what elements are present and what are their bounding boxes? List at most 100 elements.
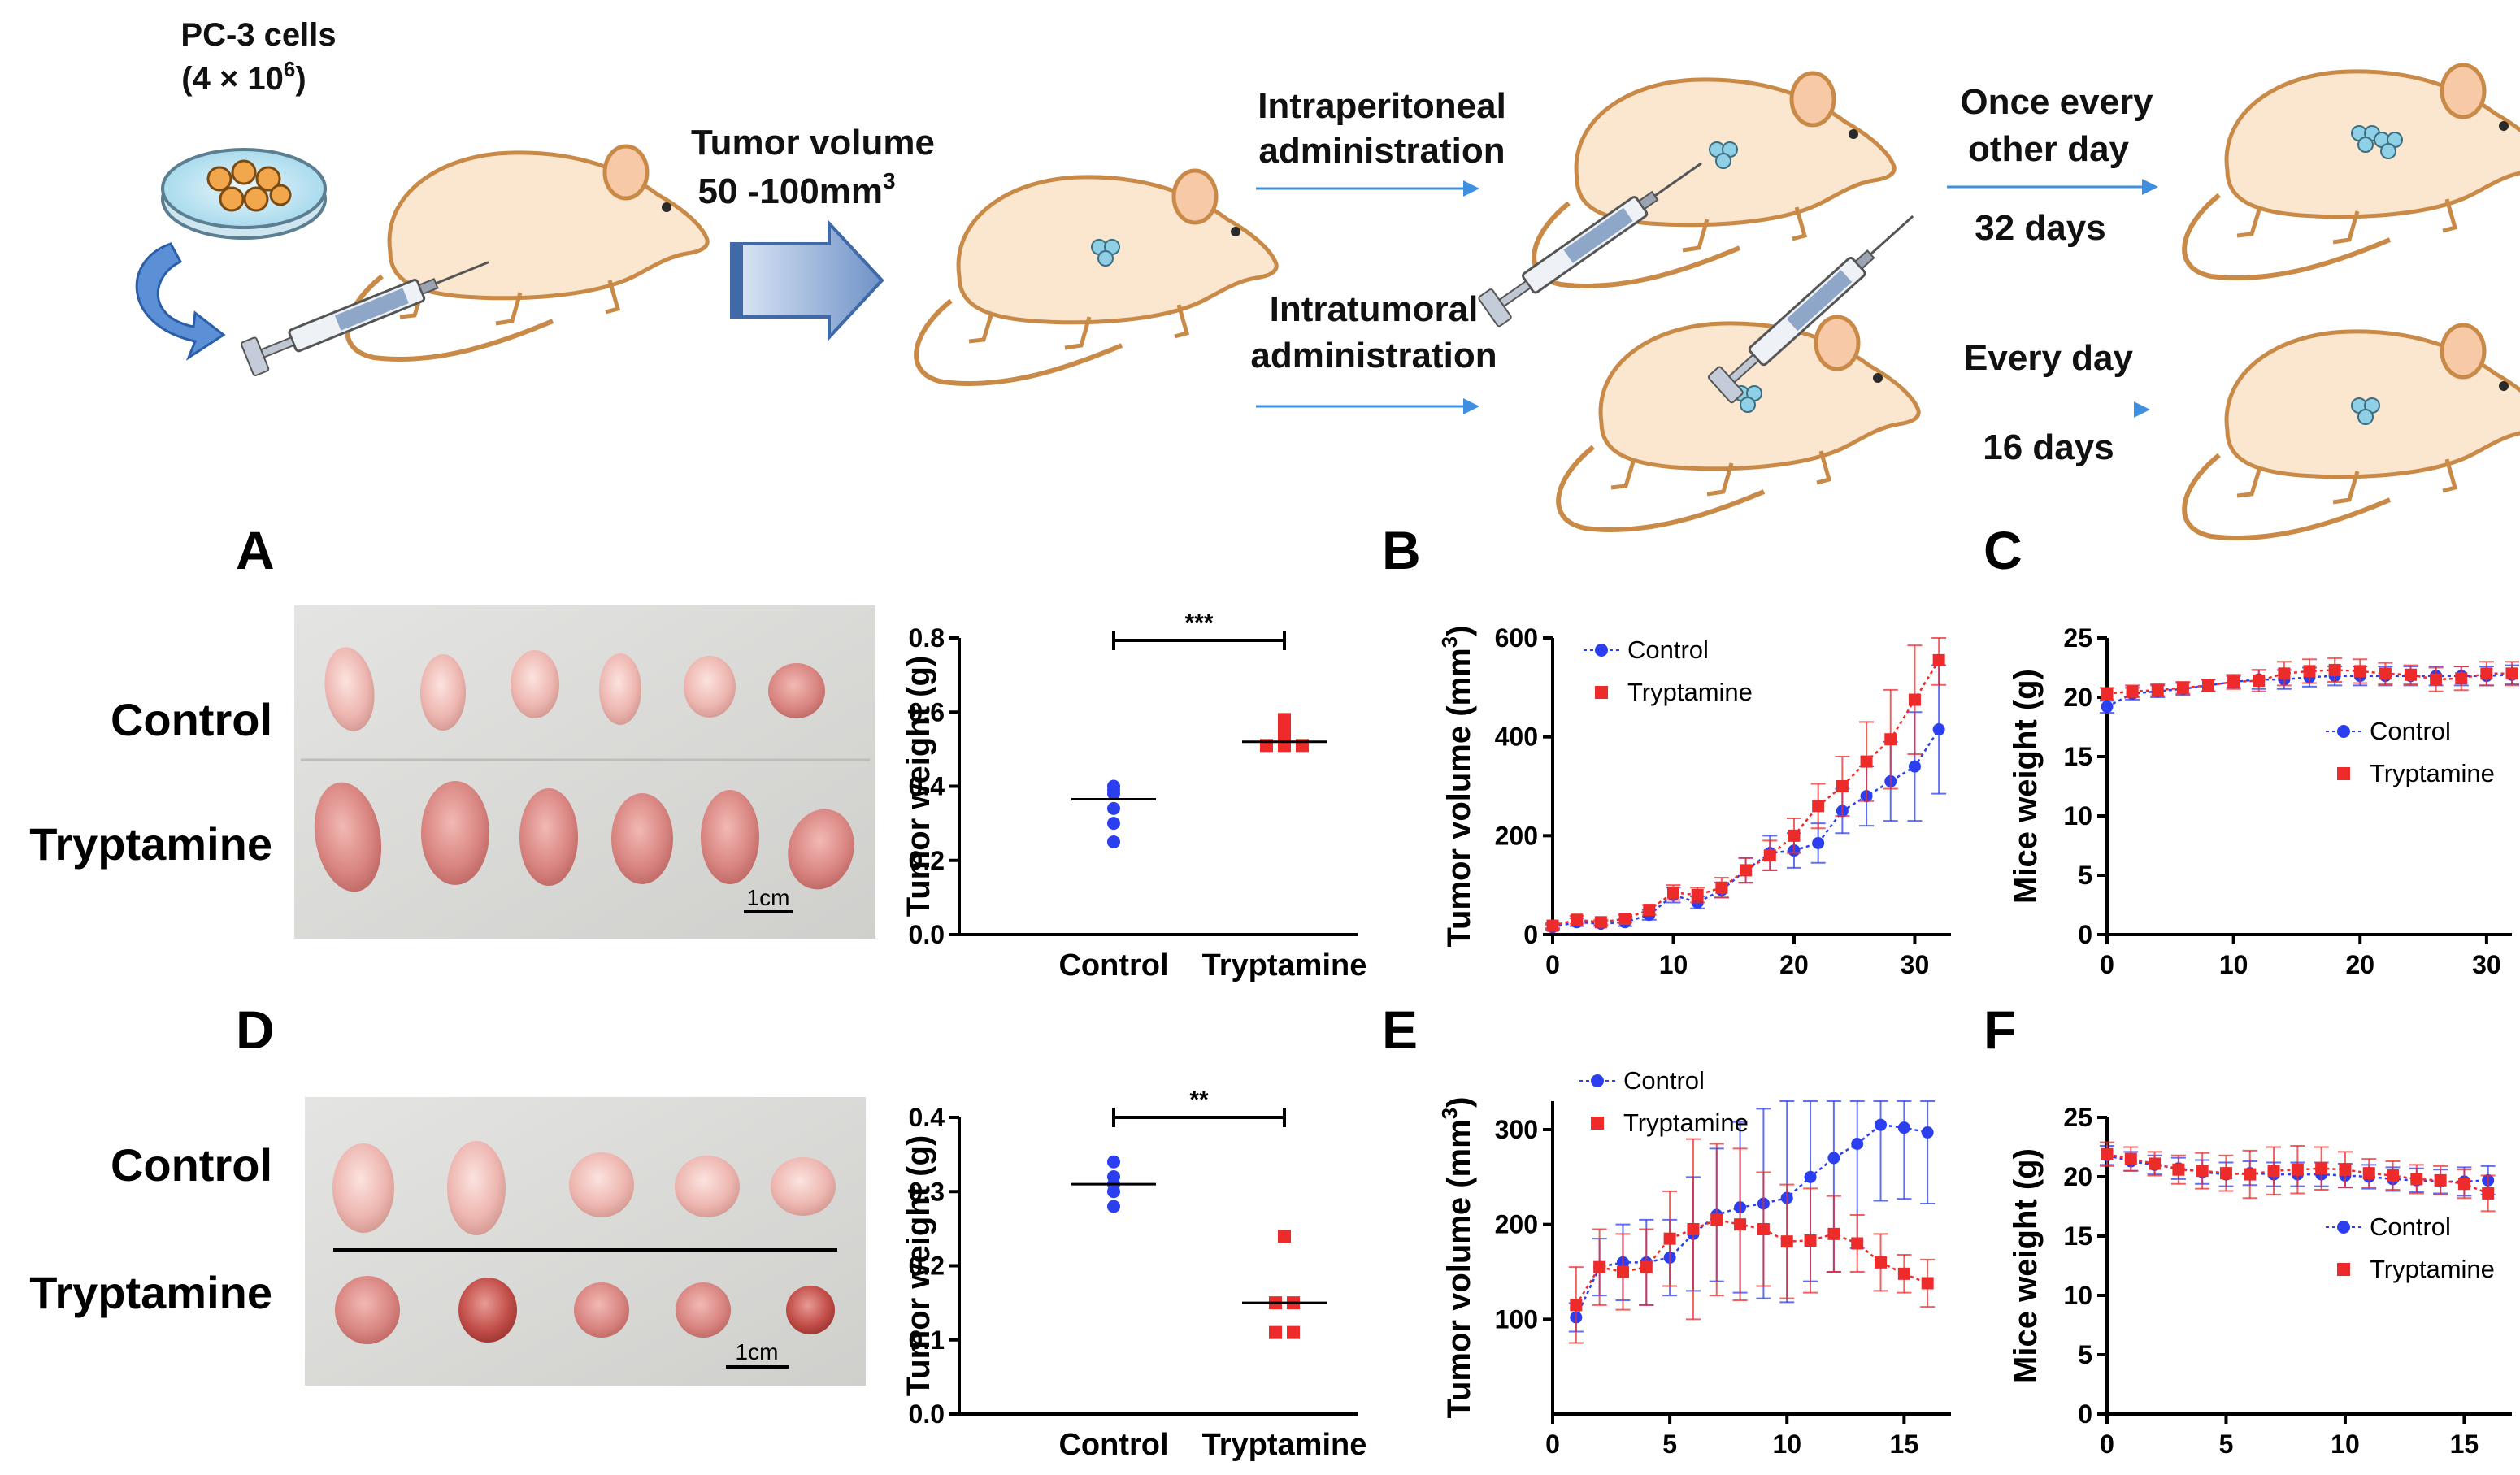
data-point <box>1570 1299 1583 1312</box>
data-point <box>2328 663 2341 676</box>
data-point <box>2101 1147 2114 1160</box>
schedule2-label: Every day <box>1964 338 2133 378</box>
significance-label: ** <box>1189 1087 1209 1113</box>
y-tick-label: 0.8 <box>909 623 945 653</box>
legend-marker <box>2337 1263 2350 1276</box>
legend-label: Control <box>1627 636 1709 664</box>
x-category-label: Control <box>1058 1428 1168 1462</box>
data-point <box>1278 720 1291 734</box>
y-axis-title-sup: 3 <box>1437 636 1462 648</box>
data-point <box>1908 760 1921 773</box>
x-tick-label: 15 <box>1890 1429 1919 1459</box>
data-point <box>1897 1121 1910 1134</box>
data-point <box>1278 1230 1291 1243</box>
x-tick-label: 10 <box>1772 1429 1801 1459</box>
mouse-end1-icon <box>2184 65 2520 278</box>
data-point <box>2278 667 2291 680</box>
series-line-0 <box>2106 1154 2488 1183</box>
y-tick-label: 20 <box>2063 1162 2092 1191</box>
series-line-1 <box>2106 1153 2489 1195</box>
chart-f-mice-weight: 0 5 10 15 0 5 10 15 20 25 Control Tryptamine Mice we… <box>2008 1103 2512 1459</box>
petri-dish-icon <box>161 148 327 240</box>
data-point <box>2455 672 2468 685</box>
legend-label: Tryptamine <box>1627 678 1753 706</box>
y-tick-label: 5 <box>2078 1340 2092 1369</box>
data-point <box>2267 1165 2280 1178</box>
mouse-end2-icon <box>2184 325 2520 538</box>
y-tick-label: 200 <box>1495 821 1538 850</box>
x-tick-label: 0 <box>2100 950 2114 979</box>
photo-d-control-tumors <box>332 1141 836 1235</box>
data-point <box>1643 904 1656 917</box>
y-tick-label: 100 <box>1495 1304 1538 1334</box>
data-point <box>1616 1265 1629 1278</box>
x-tick-label: 10 <box>1659 950 1688 979</box>
y-axis-title: Tumor volume (mm3) <box>1437 626 1477 948</box>
y-axis-title-close: ) <box>1441 1097 1477 1108</box>
photo-a-control-label: Control <box>111 694 272 745</box>
data-point <box>1666 886 1679 899</box>
legend-marker <box>1591 1117 1604 1130</box>
y-tick-label: 0.1 <box>909 1325 945 1355</box>
y-tick-label: 15 <box>2063 742 2092 771</box>
big-arrow-icon <box>730 219 884 342</box>
data-point <box>1757 1223 1770 1235</box>
x-category-label: Tryptamine <box>1202 948 1367 983</box>
y-axis-title-text: Mice weight (g) <box>2008 669 2044 904</box>
data-point <box>2353 665 2366 678</box>
y-tick-label: 25 <box>2063 623 2092 653</box>
data-point <box>1908 693 1921 706</box>
chart-c-mice-weight: 0 10 20 30 0 5 10 15 20 25 Control Tryptamine Mice w… <box>2008 623 2519 979</box>
data-point <box>2126 685 2139 698</box>
y-tick-label: 20 <box>2063 683 2092 712</box>
panel-letter-d: D <box>236 1000 275 1060</box>
data-point <box>1812 800 1825 813</box>
data-point <box>1287 1325 1300 1339</box>
data-point <box>2291 1163 2304 1176</box>
schedule1-label-1: Once every <box>1960 82 2153 122</box>
data-point <box>1780 1235 1793 1248</box>
photo-d-tryptamine-label: Tryptamine <box>29 1267 272 1318</box>
y-tick-label: 200 <box>1495 1210 1538 1239</box>
legend-marker <box>2337 725 2350 738</box>
ip-label-2: administration <box>1258 131 1505 171</box>
legend-marker <box>1591 1074 1604 1087</box>
data-point <box>1812 836 1825 849</box>
data-point <box>1921 1277 1934 1290</box>
it-label-1: Intratumoral <box>1270 289 1479 329</box>
data-point <box>2101 701 2114 714</box>
schedule1-duration: 32 days <box>1975 208 2105 248</box>
data-point <box>2480 667 2493 680</box>
data-point <box>1107 801 1120 815</box>
ip-arrowhead <box>1463 180 1479 197</box>
y-axis-title-sup: 3 <box>1437 1108 1462 1119</box>
y-tick-label: 25 <box>2063 1103 2092 1132</box>
data-point <box>2505 667 2518 680</box>
data-point <box>1107 1155 1120 1169</box>
panel-letter-a: A <box>236 520 275 580</box>
data-point <box>2202 679 2214 692</box>
data-point <box>1875 1118 1888 1131</box>
cells-label: PC-3 cells <box>180 17 336 53</box>
y-tick-label: 0.0 <box>909 1399 945 1429</box>
photo-d-background <box>305 1097 866 1386</box>
x-tick-label: 20 <box>1779 950 1809 979</box>
x-tick-label: 30 <box>1901 950 1930 979</box>
data-point <box>2303 665 2316 678</box>
y-axis-title-text: Tumor volume (mm <box>1441 1119 1477 1418</box>
photo-d: Control Tryptamine 1cm <box>29 1097 866 1386</box>
data-point <box>2172 1163 2185 1176</box>
data-point <box>2362 1167 2375 1180</box>
it-label-2: administration <box>1250 336 1497 375</box>
y-axis-title: Tumor weight (g) <box>901 1135 936 1396</box>
y-tick-label: 300 <box>1495 1115 1538 1144</box>
data-point <box>2410 1173 2423 1186</box>
data-point <box>1804 1170 1817 1183</box>
ip-label-1: Intraperitoneal <box>1258 86 1506 126</box>
y-tick-label: 0.4 <box>909 1103 945 1132</box>
chart-b-tumor-volume: 0 10 20 30 0 200 400 600 Control Tryptamine Tumor … <box>1437 623 1951 979</box>
y-tick-label: 0 <box>2078 920 2092 949</box>
photo-a-background <box>294 605 875 939</box>
data-point <box>1107 817 1120 831</box>
data-point <box>2387 1169 2400 1182</box>
